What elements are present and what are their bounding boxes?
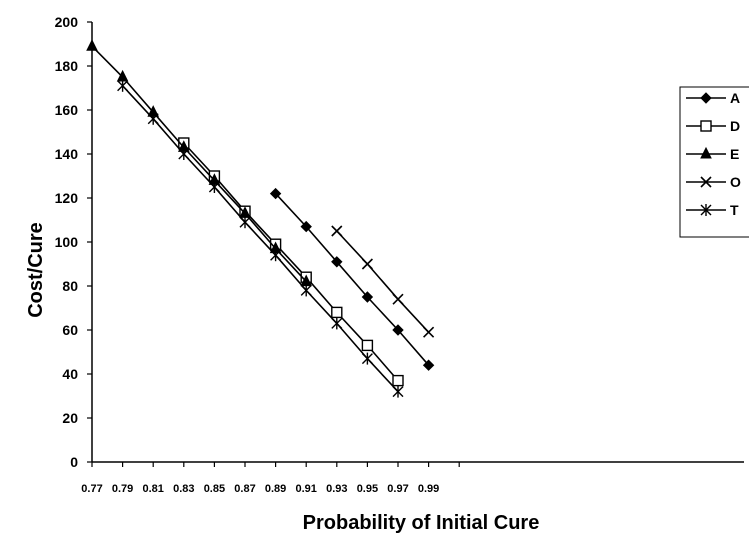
x-tick-label: 0.77 bbox=[81, 483, 102, 495]
series-d-point bbox=[361, 339, 374, 352]
x-tick-label: 0.93 bbox=[326, 483, 347, 495]
y-tick-label: 180 bbox=[55, 58, 79, 74]
y-tick-label: 100 bbox=[55, 234, 79, 250]
x-tick-label: 0.87 bbox=[234, 483, 255, 495]
series-o-point bbox=[361, 258, 373, 270]
series-o-point bbox=[423, 326, 435, 338]
x-axis-title: Probability of Initial Cure bbox=[303, 512, 540, 534]
legend-box bbox=[679, 86, 749, 238]
x-tick-label: 0.81 bbox=[142, 483, 163, 495]
y-tick-label: 40 bbox=[62, 366, 78, 382]
plot-area: 0 20 40 60 80 100 120 140 160 180 200 0.77 0.79 0.81 0… bbox=[55, 14, 744, 495]
series-t-point bbox=[117, 79, 129, 92]
legend-item-e: E bbox=[686, 146, 739, 162]
legend-item-o: O bbox=[686, 174, 741, 190]
legend-marker bbox=[700, 176, 712, 188]
series-e bbox=[86, 39, 313, 287]
legend-label: A bbox=[730, 90, 740, 106]
series-e-point bbox=[86, 39, 98, 51]
series-o bbox=[331, 225, 435, 338]
series-a bbox=[269, 187, 435, 371]
series-o-point bbox=[331, 225, 343, 237]
series-o-line bbox=[336, 230, 430, 333]
series-t-point bbox=[147, 112, 159, 125]
y-tick-label: 200 bbox=[55, 14, 79, 30]
legend-marker bbox=[700, 92, 712, 104]
series-a-point bbox=[392, 324, 404, 336]
x-tick-label: 0.97 bbox=[387, 483, 408, 495]
series-e-line bbox=[91, 45, 307, 283]
legend-item-d: D bbox=[686, 118, 740, 134]
series-t-point bbox=[239, 216, 251, 229]
series-t-point bbox=[208, 181, 220, 193]
legend-item-a: A bbox=[686, 90, 740, 106]
y-tick-label: 160 bbox=[55, 102, 79, 118]
x-tick-label: 0.99 bbox=[418, 483, 439, 495]
y-tick-label: 120 bbox=[55, 190, 79, 206]
x-tick-label: 0.79 bbox=[112, 483, 133, 495]
legend-marker bbox=[700, 146, 712, 159]
x-tick-label: 0.83 bbox=[173, 483, 194, 495]
series-t-point bbox=[361, 352, 373, 365]
series-t-line bbox=[122, 85, 399, 393]
series-a-point bbox=[361, 291, 374, 303]
legend-label: E bbox=[730, 146, 739, 162]
legend-label: D bbox=[730, 118, 740, 134]
series-d-point bbox=[392, 374, 404, 387]
series-a-point bbox=[422, 359, 435, 371]
series-d-point bbox=[331, 306, 343, 319]
series-t bbox=[117, 79, 404, 398]
series-t-point bbox=[178, 148, 190, 160]
y-axis-title: Cost/Cure bbox=[25, 222, 47, 318]
series-t-point bbox=[392, 385, 404, 398]
legend-item-t: T bbox=[686, 202, 739, 218]
series-t-point bbox=[331, 317, 343, 330]
y-tick-label: 0 bbox=[70, 454, 78, 470]
series-a-point bbox=[300, 220, 312, 233]
legend-label: T bbox=[730, 202, 739, 218]
x-tick-label: 0.85 bbox=[204, 483, 225, 495]
y-tick-label: 60 bbox=[62, 322, 78, 338]
x-tick-label: 0.91 bbox=[295, 483, 316, 495]
y-tick-label: 20 bbox=[62, 410, 78, 426]
legend-marker bbox=[700, 204, 712, 216]
series-a-line bbox=[275, 193, 430, 366]
legend-label: O bbox=[730, 174, 741, 190]
series-a-point bbox=[269, 187, 282, 200]
series-o-point bbox=[392, 293, 404, 305]
legend-marker bbox=[700, 120, 712, 132]
series-t-point bbox=[270, 249, 282, 262]
x-tick-label: 0.95 bbox=[357, 483, 378, 495]
series-t-point bbox=[300, 284, 312, 297]
y-tick-label: 80 bbox=[62, 278, 78, 294]
series-a-point bbox=[331, 256, 343, 268]
x-tick-label: 0.89 bbox=[265, 483, 286, 495]
y-tick-label: 140 bbox=[55, 146, 79, 162]
